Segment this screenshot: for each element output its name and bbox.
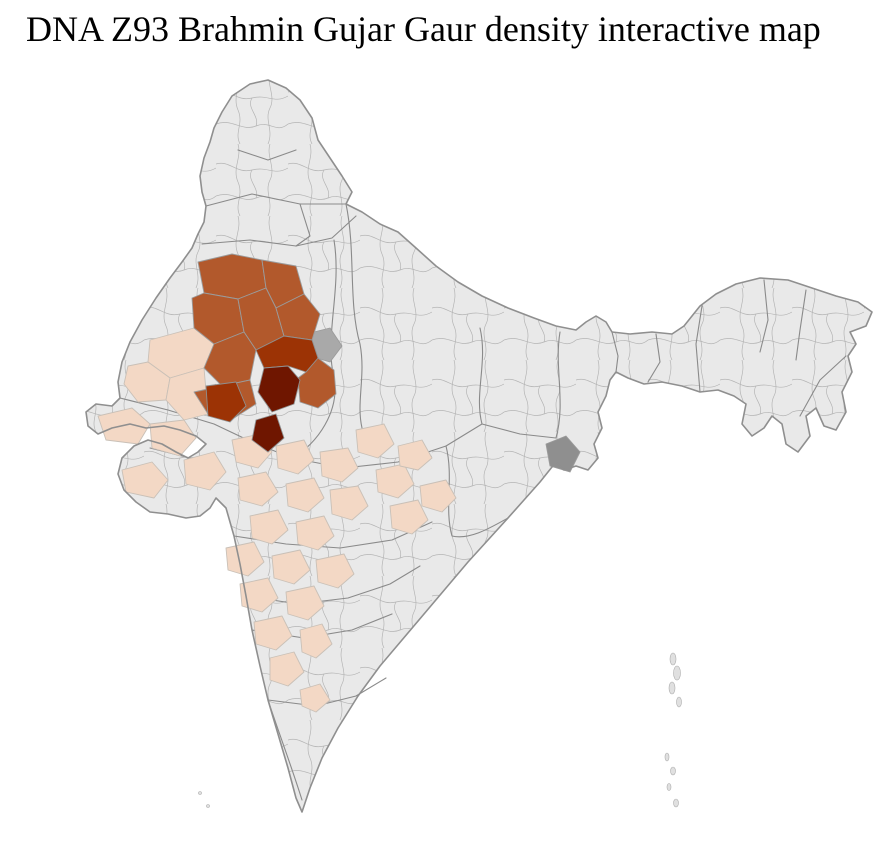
island[interactable]: [669, 652, 677, 666]
district-low[interactable]: [375, 463, 415, 499]
district-low[interactable]: [285, 477, 325, 513]
district-low[interactable]: [149, 419, 197, 457]
district-low[interactable]: [253, 615, 293, 651]
state-boundary: [478, 327, 484, 425]
district-low[interactable]: [299, 623, 333, 659]
island[interactable]: [668, 681, 676, 695]
district-low[interactable]: [285, 585, 325, 621]
district-low[interactable]: [315, 553, 355, 589]
state-boundary: [481, 423, 557, 439]
low-density-districts: [97, 327, 457, 713]
district-low[interactable]: [249, 509, 289, 545]
state-boundary: [759, 279, 769, 353]
state-boundary: [445, 445, 509, 538]
state-boundary: [267, 677, 387, 707]
island-chains: [198, 652, 682, 808]
island[interactable]: [673, 665, 681, 681]
island[interactable]: [198, 791, 202, 795]
district-low[interactable]: [299, 683, 331, 713]
district-low[interactable]: [295, 515, 335, 551]
state-boundary: [205, 193, 347, 207]
district-low[interactable]: [269, 651, 305, 687]
district-high[interactable]: [205, 381, 247, 423]
state-boundary: [295, 203, 311, 247]
district-low[interactable]: [121, 461, 169, 499]
island[interactable]: [664, 752, 670, 762]
island[interactable]: [670, 766, 676, 776]
district-low[interactable]: [419, 479, 457, 513]
district-highest[interactable]: [257, 365, 301, 413]
high-density-districts: [205, 335, 319, 423]
district-highest[interactable]: [251, 413, 285, 453]
island[interactable]: [206, 804, 210, 808]
district-low[interactable]: [271, 549, 311, 585]
state-boundary: [345, 203, 363, 429]
state-boundary: [555, 331, 561, 439]
state-boundary: [795, 289, 807, 361]
state-boundary: [647, 333, 661, 383]
district-low[interactable]: [183, 451, 227, 491]
district-medium[interactable]: [275, 293, 321, 341]
district-low[interactable]: [237, 471, 279, 507]
district-low[interactable]: [397, 439, 433, 471]
district-low[interactable]: [329, 485, 369, 521]
island[interactable]: [673, 798, 679, 808]
district-low[interactable]: [355, 423, 395, 459]
state-boundary: [237, 149, 297, 161]
state-boundary: [799, 355, 847, 417]
state-boundary: [245, 565, 421, 605]
district-low[interactable]: [275, 439, 315, 475]
district-low[interactable]: [319, 447, 359, 483]
island[interactable]: [676, 696, 682, 708]
page-title: DNA Z93 Brahmin Gujar Gaur density inter…: [26, 9, 821, 49]
district-low[interactable]: [225, 541, 265, 577]
state-boundary: [695, 305, 703, 393]
highest-density-districts: [251, 365, 301, 453]
district-low[interactable]: [389, 499, 429, 535]
district-low[interactable]: [239, 577, 279, 613]
state-boundary: [611, 331, 619, 373]
island[interactable]: [666, 783, 672, 791]
